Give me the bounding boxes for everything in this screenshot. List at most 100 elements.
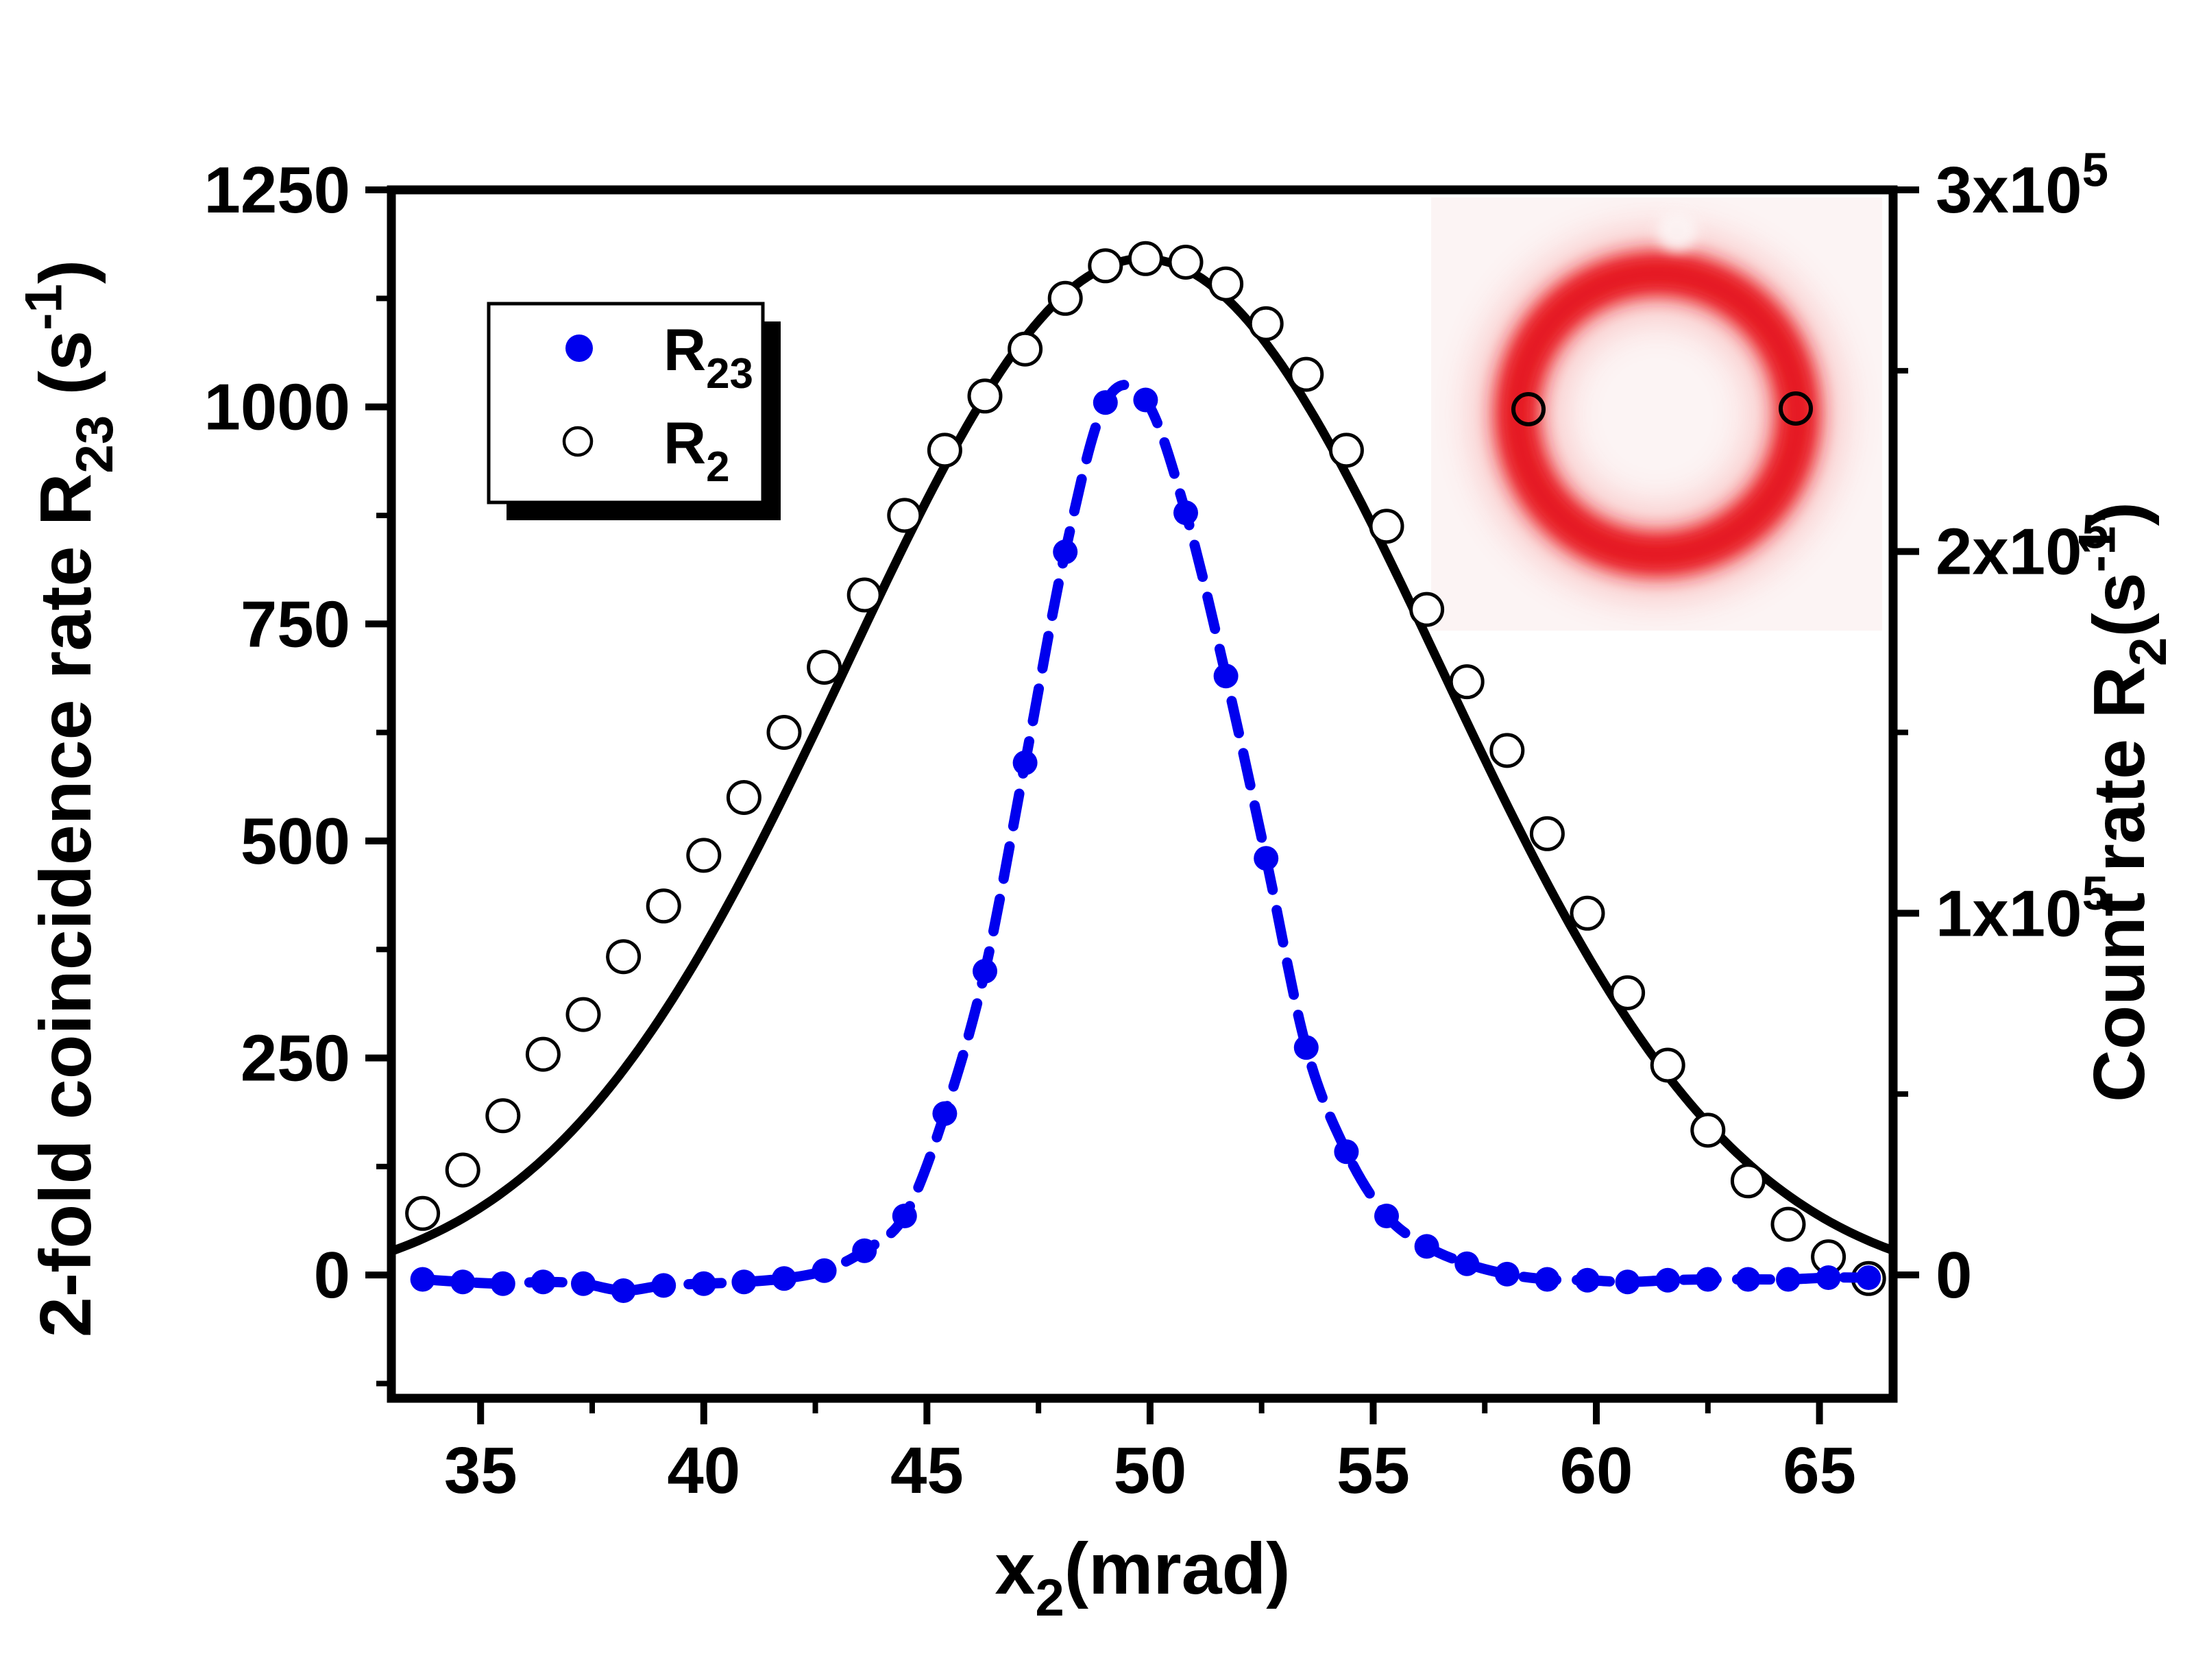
left-axis-tick-label: 250 <box>241 1022 350 1095</box>
r23-data-point <box>731 1269 757 1295</box>
inset-ring-notch <box>1657 210 1698 251</box>
inset-marker-right <box>1779 391 1813 426</box>
r23-data-point <box>450 1269 476 1295</box>
r2-data-point <box>1289 356 1324 392</box>
left-axis-tick-label: 1250 <box>204 154 350 227</box>
right-axis-tick-label: 1x105 <box>1936 866 2108 950</box>
r23-data-point <box>1776 1267 1801 1292</box>
r2-data-point <box>1449 664 1485 700</box>
r23-data-point <box>1213 664 1239 689</box>
r2-data-point <box>485 1098 521 1134</box>
legend-frame <box>487 302 765 504</box>
r23-data-point <box>1816 1265 1841 1290</box>
r2-data-point <box>807 650 842 685</box>
r23-data-point <box>1575 1267 1600 1293</box>
legend-marker-r2 <box>562 426 594 457</box>
r23-data-point <box>973 958 997 984</box>
left-axis-tick-label: 1000 <box>204 371 350 444</box>
r23-data-point <box>1053 539 1078 565</box>
r23-data-point <box>1293 1035 1319 1060</box>
r2-data-point <box>1730 1163 1766 1199</box>
r2-data-point <box>1690 1112 1726 1148</box>
legend-label-r2: R2 <box>663 411 730 491</box>
r2-data-point <box>1529 816 1565 851</box>
r23-data-point <box>531 1269 556 1295</box>
r23-data-point <box>571 1271 596 1296</box>
inset-ring-image <box>1431 197 1882 631</box>
left-axis-tick-label: 750 <box>241 587 350 661</box>
r2-data-point <box>927 433 962 468</box>
r23-data-point <box>1133 387 1158 413</box>
r2-data-point <box>1328 433 1364 468</box>
r23-data-point <box>1856 1265 1881 1290</box>
r2-data-point <box>606 939 642 975</box>
r2-data-point <box>1650 1047 1685 1083</box>
legend-label-r23: R23 <box>663 317 753 398</box>
axes: 35 40 45 50 55 60 65 0 250 500 750 1000 1250 0 1x105 2x… <box>204 143 2108 1507</box>
r23-series <box>410 380 1881 1303</box>
r2-data-point <box>686 838 722 873</box>
r23-data-point <box>1655 1267 1681 1293</box>
r23-data-point <box>772 1266 796 1291</box>
r2-data-point <box>967 378 1003 414</box>
right-axis-tick-label: 2x105 <box>1936 504 2108 588</box>
x-axis-tick-label: 60 <box>1560 1434 1633 1507</box>
left-axis-tick-label: 0 <box>314 1239 350 1312</box>
r23-data-point <box>1093 390 1118 415</box>
r2-data-point <box>445 1152 480 1188</box>
r23-data-point <box>651 1273 677 1298</box>
r2-data-point <box>1088 248 1123 284</box>
x-axis-tick-label: 45 <box>890 1434 964 1507</box>
r23-data-point <box>932 1101 958 1126</box>
r23-data-point <box>1494 1261 1520 1287</box>
left-axis-title: 2-fold coincidence rate R23 (s-1) <box>15 260 124 1337</box>
r2-data-point <box>1770 1206 1806 1242</box>
right-axis-tick-label: 3x105 <box>1936 143 2108 227</box>
r2-data-point <box>525 1036 561 1072</box>
x-axis-tick-label: 55 <box>1337 1434 1410 1507</box>
r23-data-point <box>1735 1267 1761 1292</box>
r23-data-point <box>691 1271 716 1296</box>
r2-data-point <box>405 1195 441 1231</box>
r23-data-point <box>490 1271 515 1296</box>
r23-data-point <box>1374 1204 1399 1228</box>
inset-ring-core <box>1505 262 1809 566</box>
r23-data-point <box>410 1267 435 1292</box>
r23-data-point <box>1012 750 1038 775</box>
x-axis-tick-label: 50 <box>1114 1434 1187 1507</box>
r2-data-point <box>1369 509 1404 544</box>
inset-marker-left <box>1511 392 1546 426</box>
r23-data-point <box>852 1238 877 1263</box>
r2-data-point <box>887 498 923 533</box>
r2-data-point <box>1208 266 1244 302</box>
left-axis-tick-label: 500 <box>241 805 350 878</box>
r2-data-point <box>1409 592 1445 627</box>
plot-frame <box>387 185 1898 1403</box>
x-axis-title: x2(mrad) <box>995 1529 1290 1627</box>
r2-data-point <box>1489 733 1525 768</box>
r23-data-point <box>1615 1269 1640 1295</box>
r2-data-point <box>1047 280 1083 316</box>
right-axis-title: Count rate R2(s-1) <box>2069 502 2178 1102</box>
r23-data-point <box>1254 846 1279 871</box>
r2-data-point <box>1610 975 1646 1010</box>
right-axis-tick-label: 0 <box>1936 1239 1972 1312</box>
r2-data-point <box>1570 895 1605 931</box>
r23-data-point <box>1414 1234 1439 1259</box>
r23-data-point <box>1334 1139 1359 1165</box>
r2-data-point <box>1168 245 1204 280</box>
x-axis-tick-label: 35 <box>444 1434 517 1507</box>
r2-data-point <box>726 780 761 815</box>
legend-marker-r23 <box>565 334 593 362</box>
r23-data-point <box>611 1278 636 1303</box>
r23-data-point <box>892 1204 917 1228</box>
r23-data-point <box>1535 1267 1560 1292</box>
r2-data-point <box>1128 241 1163 276</box>
r2-data-point <box>1008 331 1043 367</box>
r2-data-point <box>1248 306 1284 341</box>
r23-data-point <box>1695 1267 1720 1292</box>
r2-data-point <box>766 715 802 750</box>
